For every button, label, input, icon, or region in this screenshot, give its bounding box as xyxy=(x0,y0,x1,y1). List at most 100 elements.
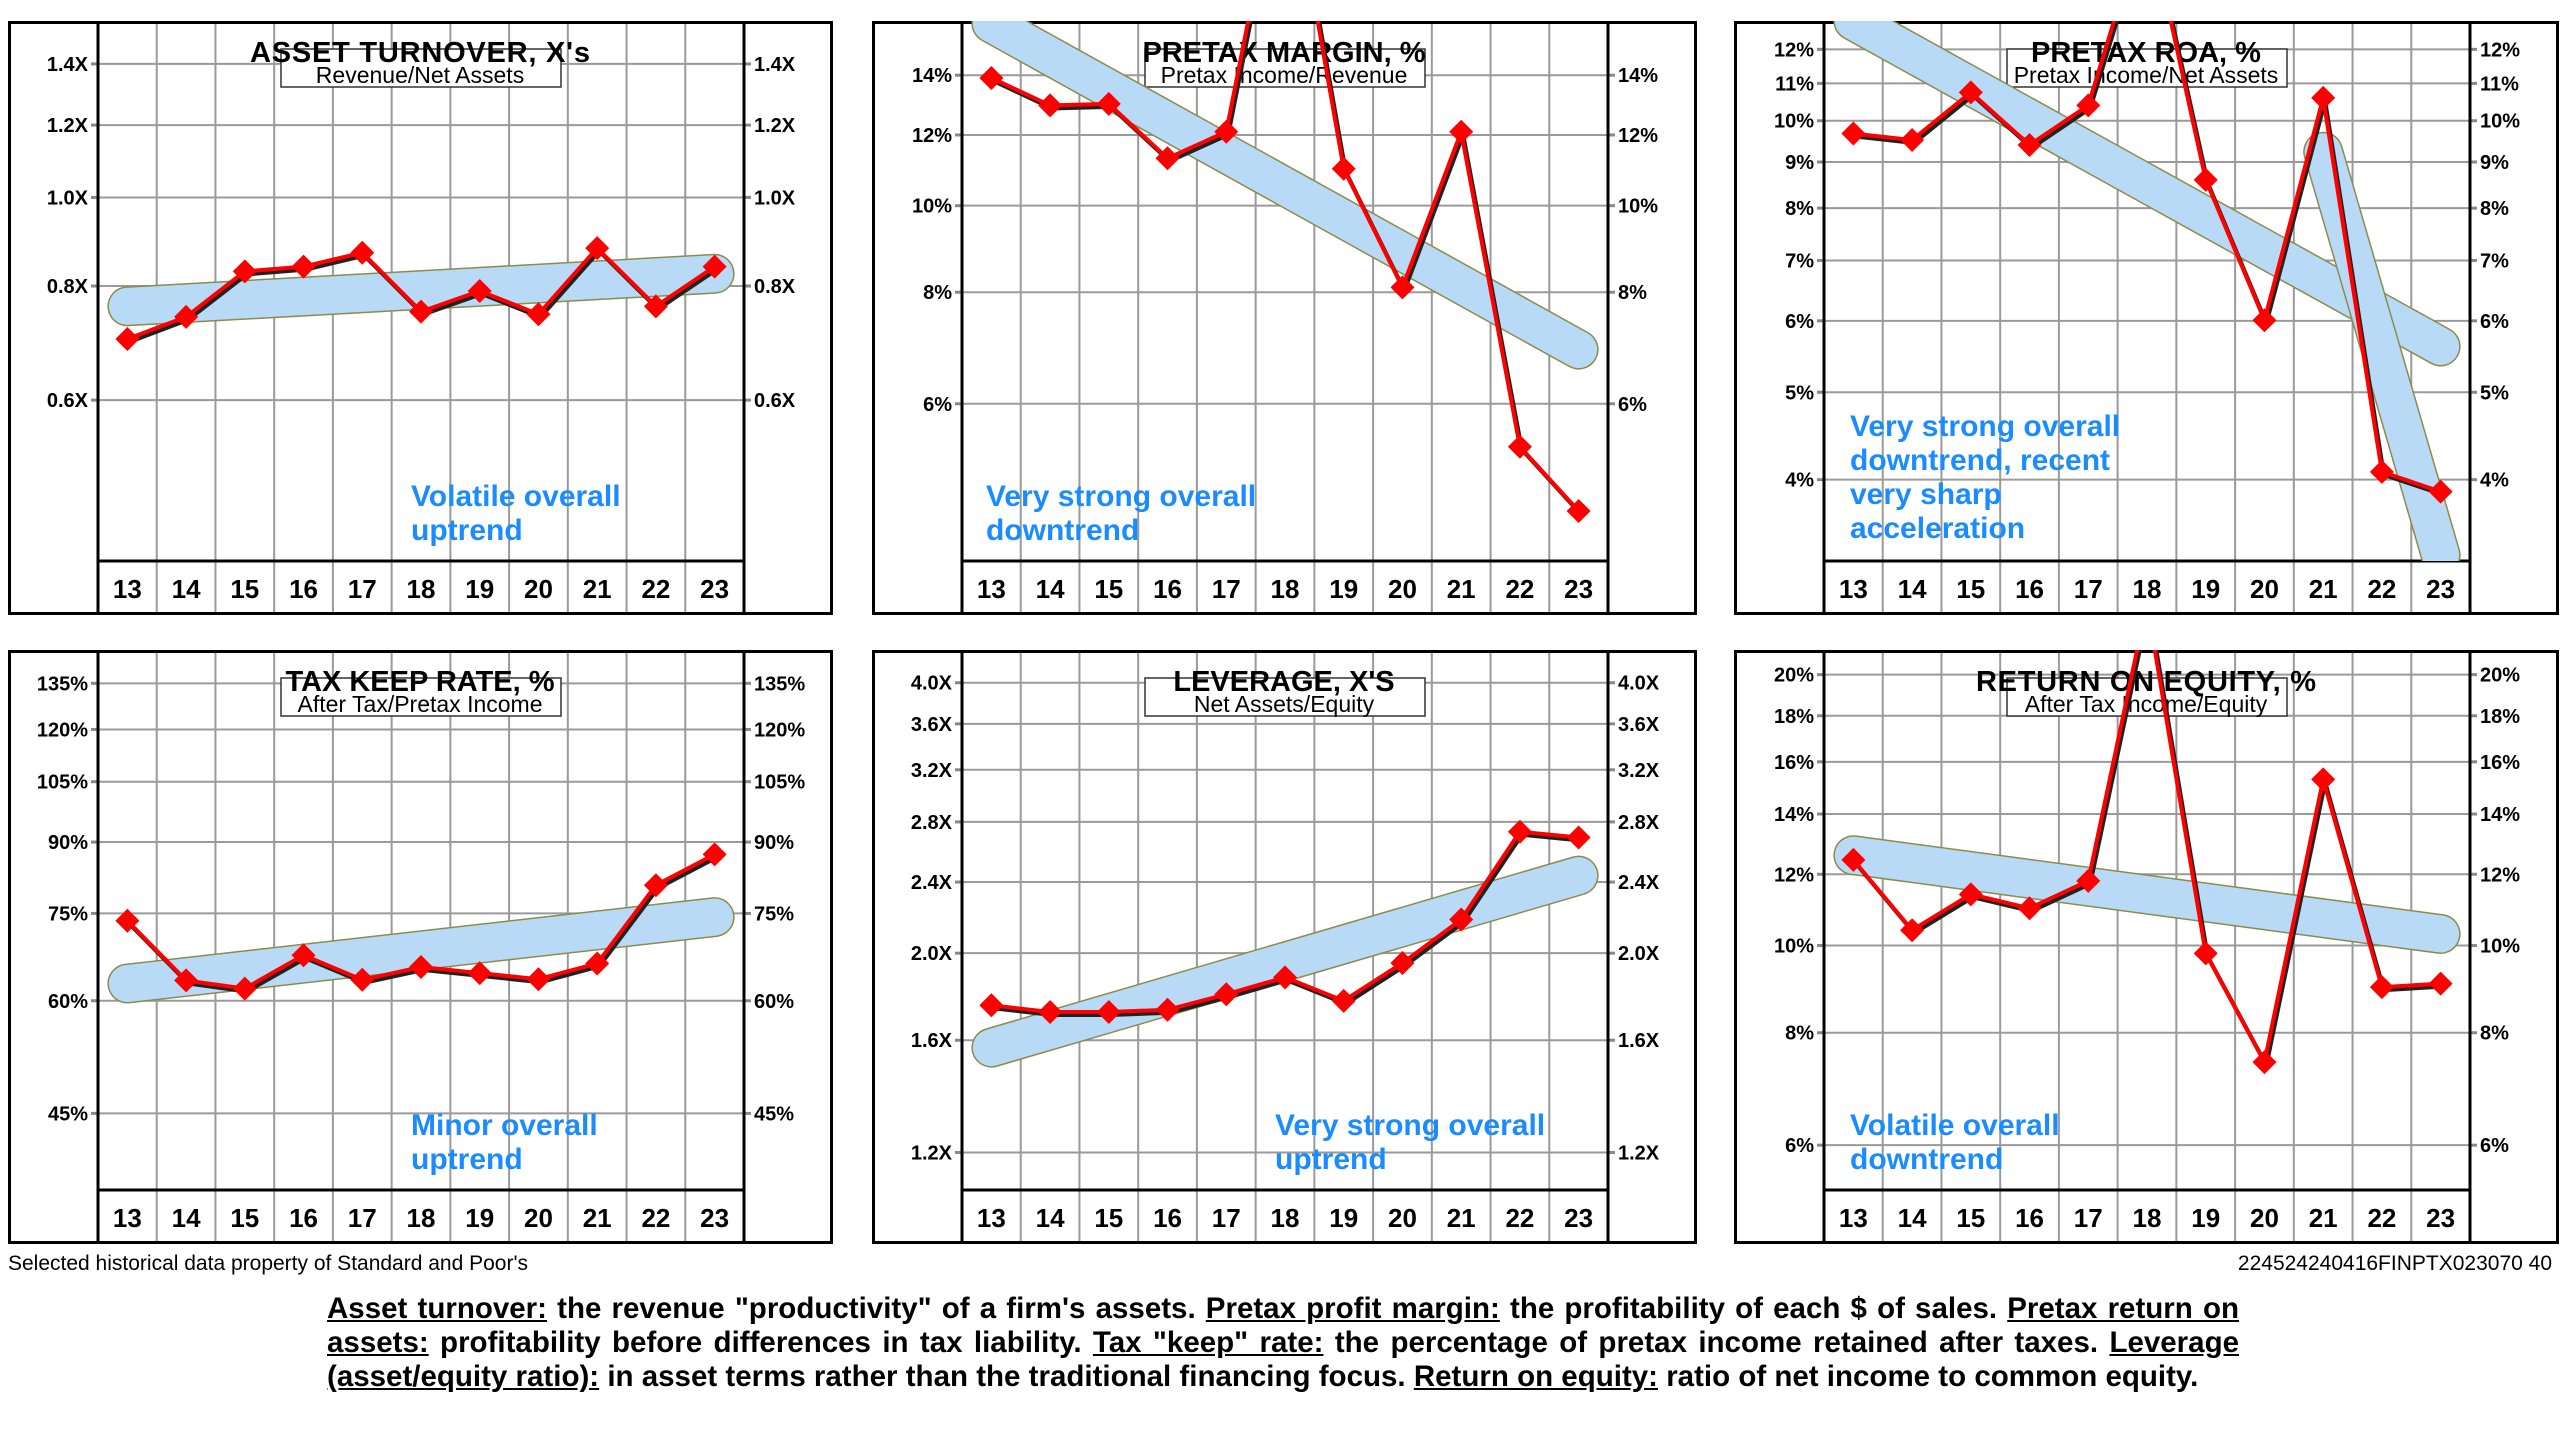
y-tick-label-right: 3.6X xyxy=(1618,714,1660,736)
x-tick-label: 14 xyxy=(1898,1203,1927,1233)
data-point-marker xyxy=(979,65,1004,90)
x-tick-label: 23 xyxy=(1564,1203,1593,1233)
x-tick-label: 23 xyxy=(2426,574,2455,604)
title-box xyxy=(280,677,562,717)
y-tick-label-left: 45% xyxy=(48,1103,88,1125)
data-point-marker xyxy=(232,976,257,1001)
y-tick-label-left: 0.8X xyxy=(47,276,89,298)
x-tick-label: 13 xyxy=(113,1203,142,1233)
plot-area xyxy=(971,21,1599,524)
trend-annotation: very sharp xyxy=(1850,478,2002,511)
x-tick-label: 20 xyxy=(1388,1203,1417,1233)
y-tick-label-left: 10% xyxy=(1774,111,1814,133)
x-tick-label: 15 xyxy=(1956,1203,1985,1233)
data-point-marker xyxy=(2428,479,2453,504)
y-tick-label-left: 11% xyxy=(1775,73,1814,95)
x-tick-label: 19 xyxy=(1329,1203,1358,1233)
y-tick-label-left: 8% xyxy=(1785,198,1814,220)
data-point-marker xyxy=(1214,119,1239,144)
trend-band xyxy=(1834,21,2460,365)
trend-annotation: Volatile overall xyxy=(1850,1109,2060,1142)
data-point-marker xyxy=(1214,982,1239,1007)
y-tick-label-right: 4.0X xyxy=(1618,673,1660,695)
x-tick-label: 20 xyxy=(524,1203,553,1233)
y-tick-label-right: 8% xyxy=(1618,282,1647,304)
y-tick-label-left: 12% xyxy=(1774,39,1814,61)
y-tick-label-left: 2.0X xyxy=(911,943,953,965)
trend-annotation: Very strong overall xyxy=(1850,410,2120,443)
data-point-marker xyxy=(643,873,668,898)
data-point-marker xyxy=(2252,1050,2277,1075)
y-tick-label-right: 12% xyxy=(2480,39,2520,61)
plot-area xyxy=(107,842,735,1004)
data-point-marker xyxy=(2311,767,2336,792)
x-tick-label: 18 xyxy=(1271,574,1300,604)
y-tick-label-left: 20% xyxy=(1774,665,1814,687)
y-tick-label-right: 1.2X xyxy=(754,115,796,137)
definition-text: in asset terms rather than the tradition… xyxy=(599,1360,1414,1393)
chart-subtitle: Revenue/Net Assets xyxy=(316,62,524,88)
data-point-marker xyxy=(1155,146,1180,171)
x-tick-label: 22 xyxy=(1505,574,1534,604)
x-tick-label: 22 xyxy=(1505,1203,1534,1233)
panel-border xyxy=(8,21,833,615)
data-point-marker xyxy=(115,908,140,933)
chart-title: LEVERAGE, X'S xyxy=(1173,666,1394,698)
data-point-marker xyxy=(1273,965,1297,990)
trend-band xyxy=(108,255,734,325)
y-tick-label-left: 1.6X xyxy=(911,1030,953,1052)
definition-text: the profitability of each $ of sales. xyxy=(1499,1292,2008,1325)
y-tick-label-left: 1.4X xyxy=(47,54,89,76)
x-tick-label: 19 xyxy=(2191,1203,2220,1233)
chart-title: ASSET TURNOVER, X's xyxy=(250,37,590,69)
y-tick-label-right: 2.4X xyxy=(1618,872,1660,894)
trend-annotation: uptrend xyxy=(411,1143,523,1176)
data-point-marker xyxy=(350,240,375,265)
x-tick-label: 20 xyxy=(524,574,553,604)
trend-annotation: Very strong overall xyxy=(986,480,1256,513)
data-point-marker xyxy=(2428,971,2453,996)
x-tick-label: 19 xyxy=(465,574,494,604)
y-tick-label-left: 7% xyxy=(1785,250,1814,272)
data-point-marker xyxy=(979,993,1004,1018)
x-tick-label: 16 xyxy=(289,574,318,604)
chart-title: PRETAX MARGIN, % xyxy=(1142,37,1425,69)
trend-band xyxy=(972,857,1598,1067)
plot-area xyxy=(1833,21,2461,561)
definition-text: profitability before differences in tax … xyxy=(428,1326,1093,1359)
data-point-marker xyxy=(1958,80,1983,105)
data-point-marker xyxy=(1449,907,1474,932)
x-tick-label: 13 xyxy=(113,574,142,604)
x-tick-label: 21 xyxy=(583,1203,612,1233)
chart-title: PRETAX ROA, % xyxy=(2031,37,2261,69)
y-tick-label-left: 8% xyxy=(923,282,952,304)
trend-annotation: downtrend xyxy=(986,514,1139,547)
chart-pretax-margin: 14% 14% 12% 12% 10% 10% 8% 8% 6% 6% 13 14 15 16 17 18 19… xyxy=(872,21,1697,615)
panel-border xyxy=(8,650,833,1244)
data-point-marker xyxy=(1841,847,1866,872)
data-point-marker xyxy=(2017,132,2042,157)
data-point-marker xyxy=(2369,459,2394,484)
x-tick-label: 17 xyxy=(348,1203,377,1233)
y-tick-label-right: 16% xyxy=(2480,752,2520,774)
y-tick-label-left: 60% xyxy=(48,991,88,1013)
data-point-marker xyxy=(1841,121,1866,146)
plot-area xyxy=(107,236,735,351)
x-tick-label: 21 xyxy=(1447,574,1476,604)
y-tick-label-left: 9% xyxy=(1785,152,1814,174)
x-tick-label: 22 xyxy=(2367,1203,2396,1233)
x-tick-label: 15 xyxy=(230,1203,259,1233)
x-tick-label: 16 xyxy=(289,1203,318,1233)
y-tick-label-left: 18% xyxy=(1774,706,1814,728)
y-tick-label-left: 4.0X xyxy=(911,673,953,695)
y-tick-label-left: 1.2X xyxy=(911,1142,953,1164)
y-tick-label-left: 12% xyxy=(912,125,952,147)
y-tick-label-right: 5% xyxy=(2480,382,2509,404)
data-point-marker xyxy=(526,967,551,992)
x-tick-label: 23 xyxy=(2426,1203,2455,1233)
data-point-marker xyxy=(291,943,316,968)
x-tick-label: 18 xyxy=(2133,1203,2162,1233)
data-line xyxy=(990,21,1581,513)
y-tick-label-left: 1.2X xyxy=(47,115,89,137)
x-tick-label: 22 xyxy=(641,574,670,604)
